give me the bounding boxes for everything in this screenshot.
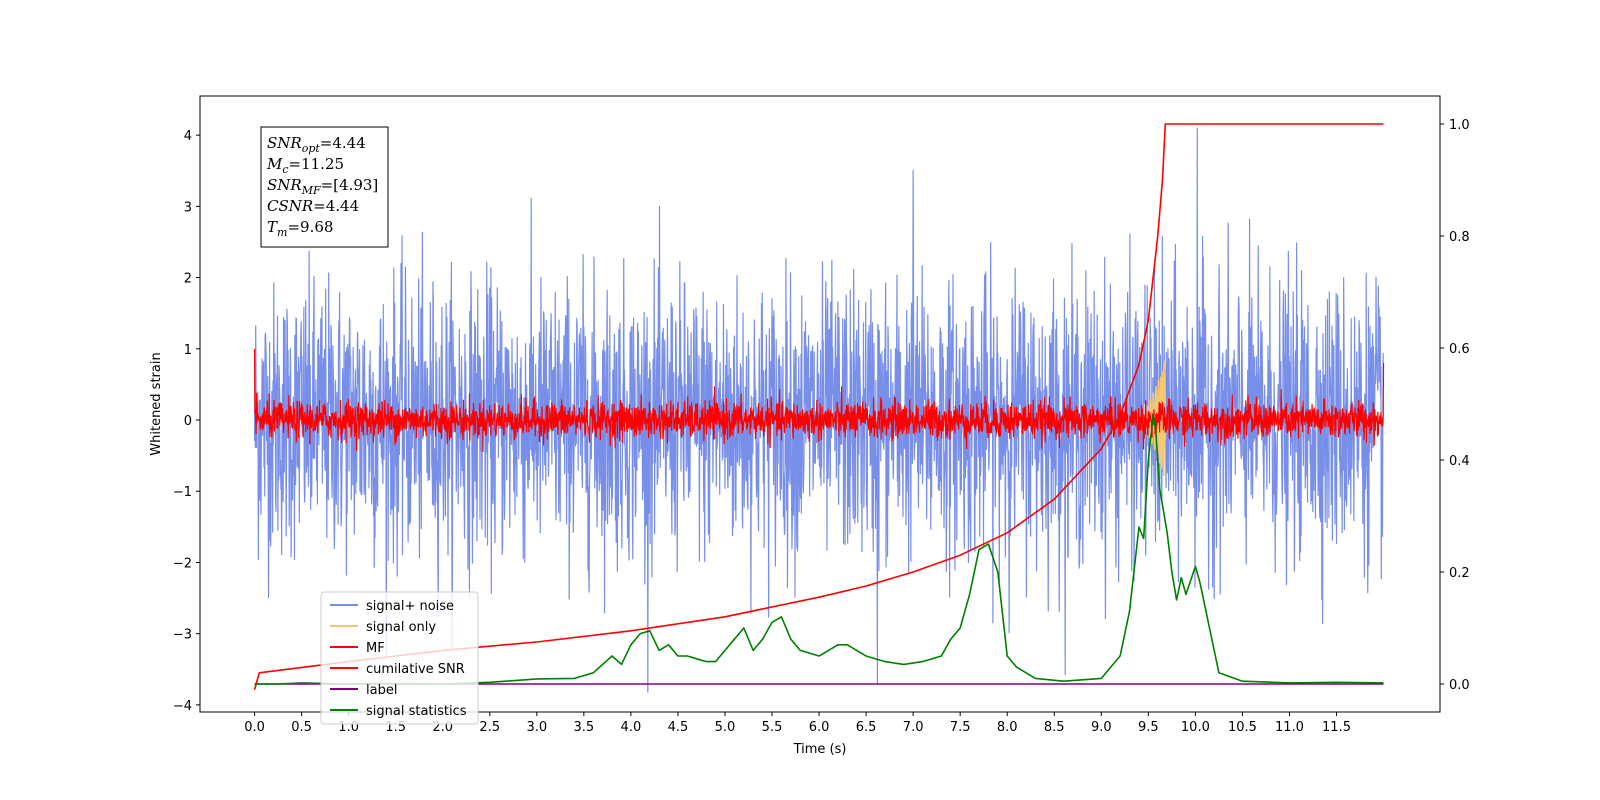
- info-symbol: SNR: [267, 134, 302, 152]
- info-symbol: T: [267, 218, 278, 236]
- legend-label: MF: [366, 641, 385, 656]
- x-tick-label: 3.0: [526, 720, 547, 735]
- y-tick-label: 2: [184, 272, 192, 287]
- x-tick-label: 5.5: [762, 720, 783, 735]
- info-value: =11.25: [289, 155, 345, 173]
- plot-frame: [199, 95, 1441, 713]
- legend-label: label: [366, 683, 397, 698]
- x-tick-label: 8.5: [1044, 720, 1065, 735]
- y-tick-label: 4: [184, 129, 192, 144]
- info-subscript: opt: [302, 142, 321, 155]
- y-tick-label: −2: [173, 556, 192, 571]
- x-tick-label: 10.5: [1228, 720, 1257, 735]
- legend: signal+ noise signal only MF cumilative SNR…: [320, 591, 479, 725]
- series-line-signal-statistics: [254, 414, 1384, 685]
- series-line-mf: [253, 348, 1385, 452]
- x-tick-label: 2.5: [479, 720, 500, 735]
- y-tick-label: −3: [173, 628, 192, 643]
- x-tick-label: 5.0: [715, 720, 736, 735]
- info-value: =9.68: [287, 218, 333, 236]
- legend-label: signal+ noise: [366, 599, 454, 614]
- legend-label: cumilative SNR: [366, 662, 465, 677]
- x-tick-label: 4.0: [621, 720, 642, 735]
- info-box: SNRopt=4.44Mc=11.25SNRMF=[4.93]CSNR=4.44…: [260, 126, 389, 248]
- y-tick-label: 3: [184, 200, 192, 215]
- info-box-frame: [260, 126, 389, 248]
- y-axis-label: Whitened strain: [149, 352, 164, 455]
- info-line: Tm=9.68: [267, 218, 333, 239]
- x-tick-label: 0.0: [244, 720, 265, 735]
- x-tick-label: 0.5: [291, 720, 312, 735]
- x-tick-label: 7.0: [903, 720, 924, 735]
- y2-tick-label: 0.6: [1449, 342, 1470, 357]
- x-tick-label: 6.0: [809, 720, 830, 735]
- x-tick-label: 6.5: [856, 720, 877, 735]
- series-layer: [253, 123, 1385, 693]
- x-tick-label: 7.5: [950, 720, 971, 735]
- series-line-cumilative-snr: [253, 123, 1384, 690]
- x-tick-label: 9.0: [1091, 720, 1112, 735]
- info-symbol: CSNR: [267, 197, 313, 215]
- info-value: =4.44: [313, 197, 359, 215]
- info-line: SNRopt=4.44: [267, 134, 366, 155]
- info-symbol: SNR: [267, 176, 302, 194]
- info-subscript: c: [282, 163, 288, 176]
- info-line: CSNR=4.44: [267, 197, 359, 215]
- x-tick-label: 9.5: [1138, 720, 1159, 735]
- x-tick-label: 8.0: [997, 720, 1018, 735]
- x-tick-label: 11.5: [1322, 720, 1351, 735]
- x-axis-label: Time (s): [793, 742, 847, 757]
- info-value: =4.44: [320, 134, 366, 152]
- info-subscript: MF: [301, 184, 321, 197]
- y-tick-label: −4: [173, 699, 192, 714]
- x-tick-label: 10.0: [1181, 720, 1210, 735]
- x-tick-label: 11.0: [1275, 720, 1304, 735]
- y2-tick-label: 0.8: [1449, 230, 1470, 245]
- info-symbol: M: [266, 155, 283, 173]
- legend-frame: [320, 591, 479, 725]
- info-value: =[4.93]: [321, 176, 379, 194]
- y-tick-label: 0: [184, 414, 192, 429]
- y2-tick-label: 1.0: [1449, 118, 1470, 133]
- y2-tick-label: 0.4: [1449, 454, 1470, 469]
- y-tick-label: −1: [173, 485, 192, 500]
- x-tick-label: 3.5: [574, 720, 595, 735]
- y-tick-label: 1: [184, 343, 192, 358]
- info-line: Mc=11.25: [266, 155, 344, 176]
- legend-label: signal only: [366, 620, 436, 635]
- info-line: SNRMF=[4.93]: [267, 176, 378, 197]
- x-tick-label: 4.5: [668, 720, 689, 735]
- y2-tick-label: 0.0: [1449, 678, 1470, 693]
- info-subscript: m: [277, 226, 287, 239]
- y2-tick-label: 0.2: [1449, 566, 1470, 581]
- legend-label: signal statistics: [366, 704, 467, 719]
